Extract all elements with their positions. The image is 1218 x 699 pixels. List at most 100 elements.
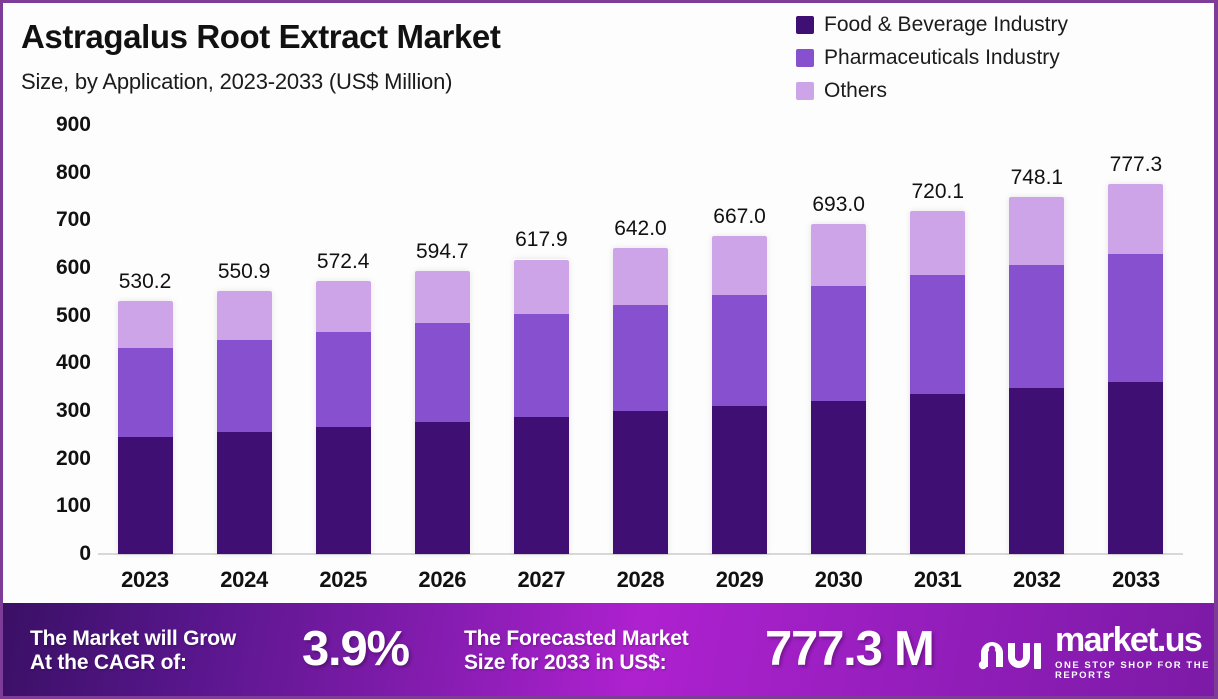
bar-segment-food-beverage[interactable]: [612, 411, 668, 554]
bar-total-label: 550.9: [217, 260, 271, 284]
x-axis-tick-label: 2032: [1012, 567, 1061, 592]
bar-total-label: 748.1: [1010, 166, 1064, 190]
stacked-bar[interactable]: [910, 210, 966, 554]
bar-segment-pharmaceuticals[interactable]: [1108, 254, 1164, 382]
chart-legend: Food & Beverage Industry Pharmaceuticals …: [796, 11, 1068, 105]
cagr-caption-line2: At the CAGR of:: [30, 650, 187, 674]
bar-total-label: 642.0: [614, 216, 667, 240]
bar-segment-food-beverage[interactable]: [513, 416, 569, 554]
cagr-caption: The Market will Grow At the CAGR of:: [30, 627, 236, 674]
bar-segment-pharmaceuticals[interactable]: [811, 285, 867, 401]
market-us-logo-mark: [978, 641, 1041, 669]
bar-column[interactable]: 748.1: [1004, 125, 1070, 554]
cagr-caption-line1: The Market will Grow: [30, 627, 237, 650]
legend-item-label: Food & Beverage Industry: [824, 13, 1068, 36]
bar-group: 530.2 550.9 572.4 594.7 617.9 642.0 667.0 693.0…: [98, 125, 1183, 554]
bar-segment-pharmaceuticals[interactable]: [513, 314, 569, 417]
y-axis-tick-label: 800: [55, 160, 91, 184]
forecast-size-caption: The Forecasted Market Size for 2033 in U…: [464, 627, 689, 674]
stacked-bar[interactable]: [216, 291, 272, 554]
x-axis-tick-label: 2025: [319, 567, 368, 592]
stacked-bar[interactable]: [315, 281, 371, 554]
x-axis-tick-label: 2027: [517, 567, 566, 592]
bar-segment-pharmaceuticals[interactable]: [1009, 264, 1065, 388]
bar-segment-food-beverage[interactable]: [1108, 381, 1164, 554]
bar-column[interactable]: 667.0: [707, 125, 773, 554]
x-axis-tick-label: 2024: [220, 567, 268, 592]
bar-segment-food-beverage[interactable]: [910, 394, 966, 554]
y-axis-tick-label: 600: [55, 256, 91, 279]
bar-segment-pharmaceuticals[interactable]: [117, 348, 173, 437]
y-axis-tick-label: 400: [55, 351, 91, 375]
x-axis-tick-label: 2023: [121, 567, 169, 592]
legend-item[interactable]: Pharmaceuticals Industry: [796, 44, 1060, 72]
bar-column[interactable]: 642.0: [607, 125, 673, 554]
bar-total-label: 667.0: [713, 205, 766, 229]
logo-tagline: ONE STOP SHOP FOR THE REPORTS: [1055, 660, 1211, 681]
bar-column[interactable]: 720.1: [905, 125, 971, 554]
bar-segment-others[interactable]: [1009, 197, 1065, 265]
bar-column[interactable]: 594.7: [409, 125, 475, 554]
stacked-bar[interactable]: [1009, 197, 1065, 554]
x-axis-tick-label: 2033: [1112, 567, 1160, 592]
bar-segment-others[interactable]: [811, 223, 867, 286]
stacked-bar[interactable]: [513, 259, 569, 554]
bar-column[interactable]: 572.4: [310, 125, 376, 554]
bar-column[interactable]: 530.2: [112, 125, 178, 554]
bar-total-label: 777.3: [1109, 152, 1163, 176]
bar-total-label: 617.9: [515, 228, 568, 252]
bar-segment-food-beverage[interactable]: [811, 400, 867, 554]
logo-wordmark: market.us: [1055, 621, 1203, 659]
bar-segment-others[interactable]: [612, 248, 668, 306]
bar-segment-pharmaceuticals[interactable]: [612, 305, 668, 411]
bar-total-label: 720.1: [911, 179, 965, 203]
bar-segment-pharmaceuticals[interactable]: [315, 331, 371, 427]
bar-segment-food-beverage[interactable]: [1009, 387, 1065, 554]
stacked-bar[interactable]: [811, 223, 867, 554]
bar-segment-others[interactable]: [117, 301, 173, 349]
market-us-logo[interactable]: market.us ONE STOP SHOP FOR THE REPORTS: [978, 623, 1214, 680]
stacked-bar[interactable]: [414, 270, 470, 554]
x-axis-tick-label: 2030: [814, 567, 863, 592]
axis-baseline: [98, 553, 1183, 555]
bar-segment-food-beverage[interactable]: [712, 405, 768, 554]
bar-column[interactable]: 617.9: [508, 125, 574, 554]
bar-column[interactable]: 550.9: [211, 125, 277, 554]
bar-column[interactable]: 693.0: [806, 125, 872, 554]
stacked-bar[interactable]: [612, 248, 668, 554]
bar-column[interactable]: 777.3: [1103, 125, 1169, 554]
bar-segment-others[interactable]: [712, 236, 768, 296]
stacked-bar[interactable]: [712, 236, 768, 554]
legend-item[interactable]: Others: [796, 77, 887, 105]
bar-segment-others[interactable]: [910, 210, 966, 275]
forecast-size-value: 777.3 M: [765, 622, 935, 676]
bar-segment-others[interactable]: [513, 259, 569, 315]
legend-item[interactable]: Food & Beverage Industry: [796, 11, 1068, 39]
bar-segment-pharmaceuticals[interactable]: [216, 340, 272, 432]
x-axis-tick-label: 2029: [715, 567, 764, 592]
bar-total-label: 530.2: [118, 270, 172, 294]
y-axis-tick-label: 500: [55, 303, 91, 327]
bar-segment-pharmaceuticals[interactable]: [414, 323, 470, 422]
legend-swatch-icon: [796, 16, 815, 34]
chart-header: Astragalus Root Extract Market Size, by …: [3, 3, 1214, 111]
stacked-bar[interactable]: [1108, 183, 1164, 554]
forecast-size-caption-line1: The Forecasted Market: [464, 627, 689, 650]
bar-segment-others[interactable]: [1108, 183, 1164, 255]
forecast-size-caption-line2: Size for 2033 in US$:: [464, 650, 667, 674]
bar-segment-others[interactable]: [414, 270, 470, 324]
bar-segment-others[interactable]: [315, 281, 371, 332]
legend-swatch-icon: [796, 49, 815, 67]
bar-segment-food-beverage[interactable]: [117, 436, 173, 554]
x-axis-tick-label: 2031: [913, 567, 962, 592]
stacked-bar[interactable]: [117, 301, 173, 554]
y-axis-tick-label: 300: [55, 399, 91, 422]
bar-segment-food-beverage[interactable]: [216, 431, 272, 554]
bar-segment-food-beverage[interactable]: [315, 426, 371, 554]
bar-segment-others[interactable]: [216, 291, 272, 340]
bar-segment-pharmaceuticals[interactable]: [712, 295, 768, 406]
bar-segment-food-beverage[interactable]: [414, 421, 470, 554]
bar-segment-pharmaceuticals[interactable]: [910, 274, 966, 395]
page-title: Astragalus Root Extract Market: [21, 18, 501, 55]
